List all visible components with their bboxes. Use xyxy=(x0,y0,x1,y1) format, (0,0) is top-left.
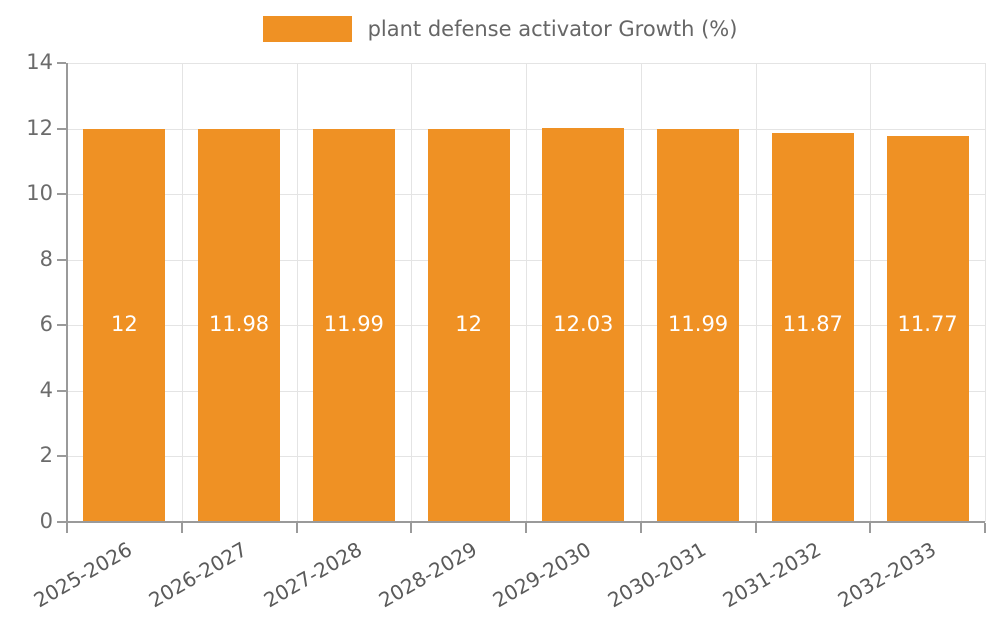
plot-area: 12 11.98 11.99 12 12.03 11.99 11.87 11.77 xyxy=(67,63,986,523)
gridline-vertical xyxy=(297,63,298,522)
x-tick-mark xyxy=(755,523,757,533)
y-tick-mark xyxy=(57,389,66,392)
y-tick-label: 6 xyxy=(39,312,53,337)
legend-label: plant defense activator Growth (%) xyxy=(367,17,738,41)
gridline-vertical xyxy=(641,63,642,522)
y-tick-label: 2 xyxy=(39,443,53,468)
y-tick-label: 8 xyxy=(39,246,53,271)
x-tick-mark xyxy=(869,523,871,533)
y-tick-mark xyxy=(57,258,66,261)
bar-value-label: 11.87 xyxy=(782,311,843,336)
x-tick-mark xyxy=(66,523,68,533)
y-tick-label: 10 xyxy=(26,181,53,206)
bar[interactable]: 11.99 xyxy=(312,128,395,522)
x-tick-mark xyxy=(410,523,412,533)
gridline-vertical xyxy=(526,63,527,522)
y-tick-mark xyxy=(57,324,66,327)
legend-entry[interactable]: plant defense activator Growth (%) xyxy=(262,16,738,42)
y-tick-mark xyxy=(57,521,66,523)
x-tick-mark xyxy=(296,523,298,533)
gridline-vertical xyxy=(411,63,412,522)
bar-value-label: 12 xyxy=(110,311,138,336)
bar[interactable]: 12 xyxy=(83,128,166,522)
gridline-vertical xyxy=(870,63,871,522)
bar-value-label: 11.77 xyxy=(897,311,958,336)
bar[interactable]: 11.98 xyxy=(198,129,281,522)
bar-value-label: 11.99 xyxy=(668,311,729,336)
chart-legend: plant defense activator Growth (%) xyxy=(0,10,1000,48)
y-tick-label: 4 xyxy=(39,377,53,402)
y-axis: 0 2 4 6 8 10 12 14 xyxy=(0,0,66,600)
gridline-vertical xyxy=(985,63,986,522)
y-tick-mark xyxy=(57,62,66,64)
bar[interactable]: 11.87 xyxy=(771,132,854,522)
gridline-vertical xyxy=(182,63,183,522)
gridline-vertical xyxy=(756,63,757,522)
bar[interactable]: 12 xyxy=(427,128,510,522)
bar-value-label: 12 xyxy=(455,311,482,336)
y-tick-mark xyxy=(57,193,66,196)
legend-swatch-icon xyxy=(262,16,352,42)
x-axis-line xyxy=(67,521,985,523)
y-tick-label: 14 xyxy=(26,50,53,74)
bar-value-label: 11.99 xyxy=(323,311,384,336)
x-tick-mark xyxy=(640,523,642,533)
bar-value-label: 11.98 xyxy=(209,311,270,336)
y-tick-mark xyxy=(57,455,66,458)
x-tick-mark xyxy=(984,523,986,533)
x-tick-mark xyxy=(525,523,527,533)
y-tick-label: 0 xyxy=(39,509,53,533)
y-axis-line xyxy=(66,63,68,523)
x-tick-mark xyxy=(181,523,183,533)
bar-value-label: 12.03 xyxy=(553,311,614,336)
bar[interactable]: 11.77 xyxy=(886,136,969,522)
y-tick-label: 12 xyxy=(26,115,53,140)
bar[interactable]: 12.03 xyxy=(542,127,625,522)
bar-chart: plant defense activator Growth (%) 12 11.… xyxy=(0,0,1000,612)
y-tick-mark xyxy=(57,127,66,130)
bar[interactable]: 11.99 xyxy=(657,128,740,522)
